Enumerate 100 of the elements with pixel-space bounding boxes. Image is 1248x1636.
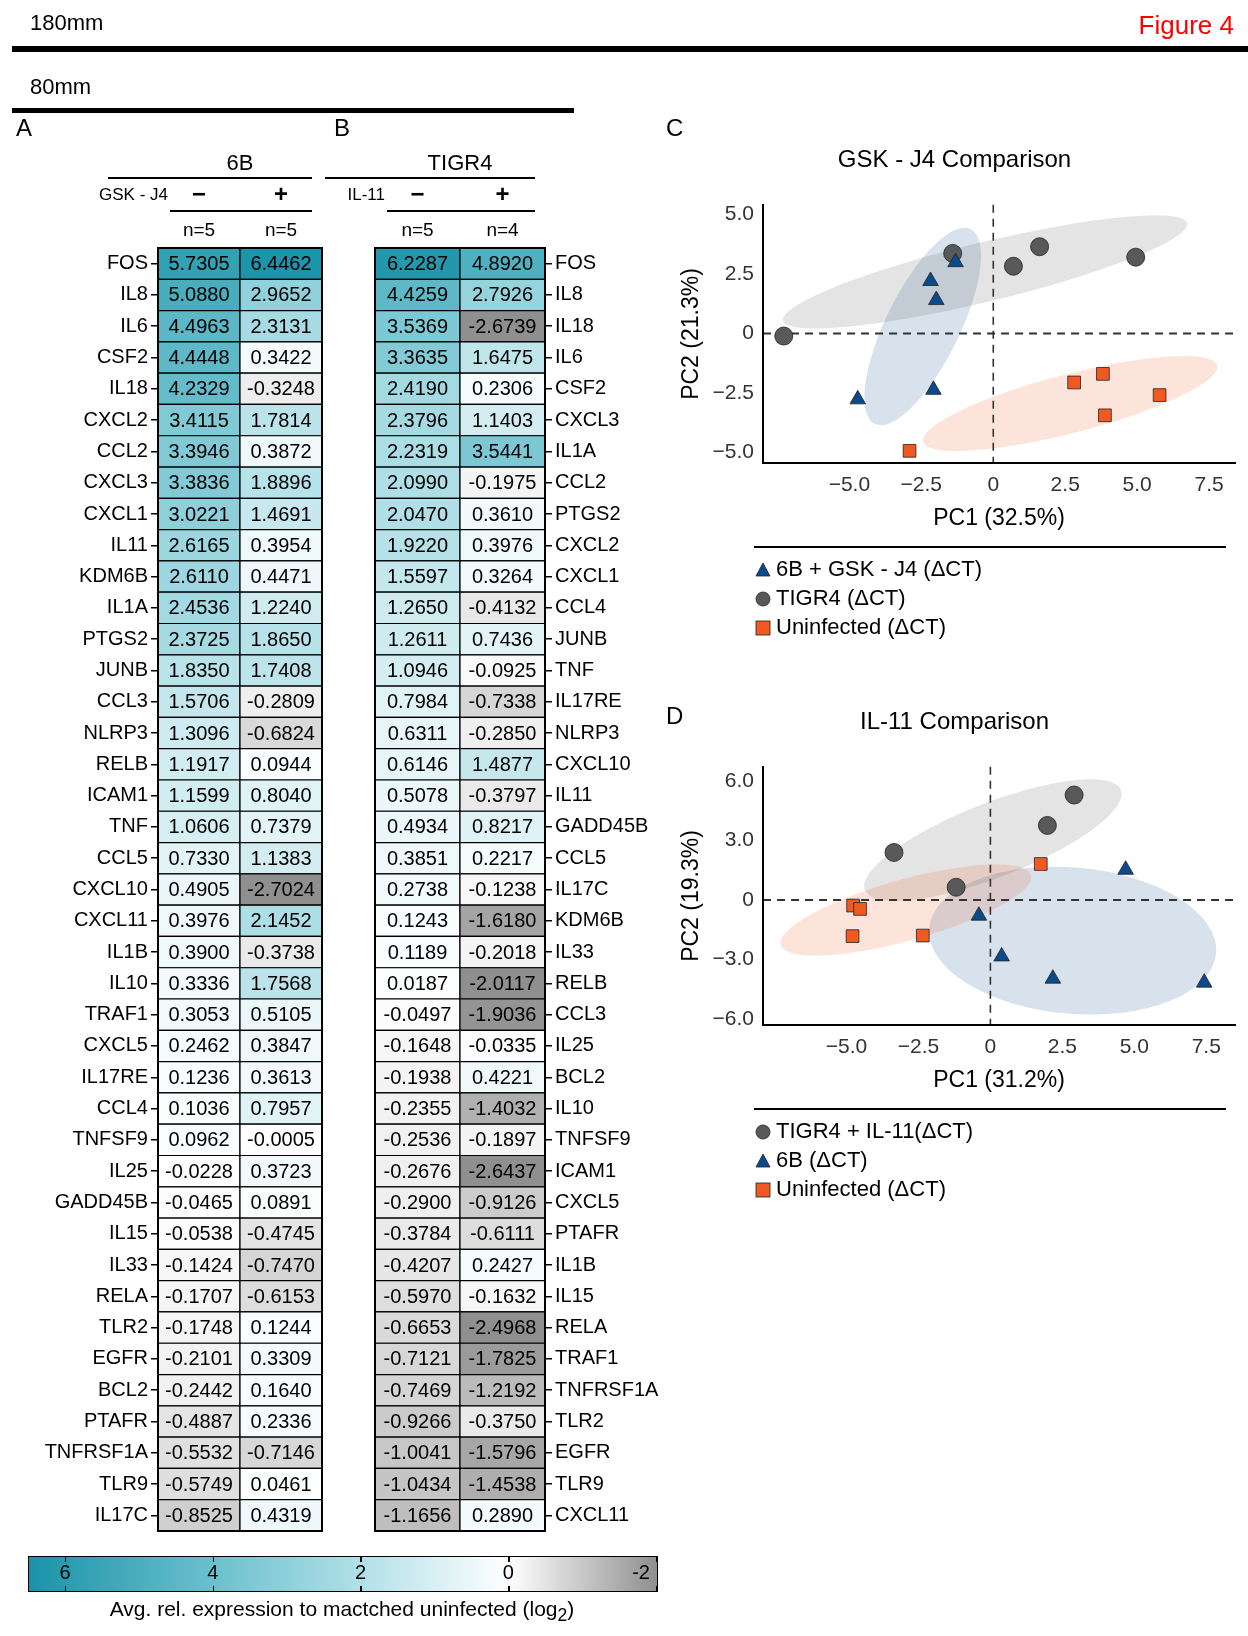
y-tick-label: IL11 [555, 783, 593, 806]
y-tick-label: IL33 [109, 1252, 148, 1275]
x-axis-title: PC1 (32.5%) [933, 503, 1065, 530]
y-tick-label: CXCL2 [83, 407, 148, 430]
data-label: 3.4115 [169, 408, 229, 431]
data-label: -1.6180 [468, 909, 537, 932]
data-label: -1.0434 [383, 1472, 452, 1495]
data-label: 1.8896 [250, 471, 312, 494]
y-tick-label: CCL4 [96, 1096, 148, 1119]
y-tick-label: CXCL3 [555, 407, 620, 430]
data-label: -0.1238 [468, 878, 537, 901]
data-label: -0.7338 [468, 690, 537, 713]
text: 80mm [30, 74, 92, 100]
y-tick-label: CXCL5 [555, 1189, 620, 1212]
data-label: 0.3613 [250, 1065, 312, 1088]
x-axis-title: PC1 (31.2%) [933, 1065, 1065, 1092]
data-label: 0.3954 [250, 533, 312, 556]
x-tick-label: 2.5 [1047, 1033, 1077, 1057]
x-tick-label: −2.5 [897, 1033, 940, 1057]
y-tick-label: IL17C [555, 877, 609, 900]
data-label: 1.7568 [250, 971, 312, 994]
legend-label: TIGR4 + IL-11(ΔCT) [776, 1118, 974, 1143]
data-label: -1.7825 [468, 1347, 537, 1370]
legend-label: 6B + GSK - J4 (ΔCT) [776, 556, 983, 581]
text: D [666, 702, 684, 730]
chart-title: IL-11 Comparison [860, 707, 1049, 735]
data-label: -0.6153 [247, 1284, 315, 1307]
data-label: 0.1243 [386, 909, 449, 932]
data-label: 0.1640 [250, 1378, 312, 1401]
data-label: -0.2850 [468, 721, 537, 744]
data-label: 0.3309 [250, 1347, 312, 1370]
y-tick-label: ICAM1 [86, 783, 148, 806]
data-label: -0.0465 [165, 1190, 233, 1213]
data-label: -0.7470 [247, 1253, 315, 1276]
data-label: -0.9126 [468, 1190, 537, 1213]
y-tick-label: CCL3 [96, 689, 148, 712]
data-label: 2.7926 [471, 283, 534, 306]
color-bar-title: Avg. rel. expression to mactched uninfected (log$_{2}$) [108, 1596, 576, 1628]
y-tick-label: NLRP3 [83, 720, 148, 743]
y-tick-label: PTAFR [83, 1408, 148, 1431]
data-label: 0.7957 [250, 1097, 312, 1120]
y-tick-label: −5.0 [712, 439, 755, 463]
data-label: -1.2192 [468, 1378, 537, 1401]
data-label: 2.9652 [250, 283, 312, 306]
data-label: -0.0005 [247, 1128, 315, 1151]
y-tick-label: CXCL5 [83, 1033, 148, 1056]
x-axis-title: IL-11 [347, 184, 385, 204]
y-tick-label: IL11 [110, 532, 148, 555]
y-tick-label: 6.0 [724, 767, 755, 791]
y-tick-label: GADD45B [555, 814, 649, 837]
data-label: -0.9266 [383, 1409, 452, 1432]
y-tick-label: TLR9 [555, 1471, 604, 1494]
legend-label: TIGR4 (ΔCT) [776, 585, 906, 610]
data-label: 0.4905 [168, 878, 230, 901]
data-label: -1.0041 [383, 1441, 452, 1464]
y-tick-label: IL25 [109, 1158, 148, 1181]
data-label: -0.2355 [383, 1097, 452, 1120]
data-label: 3.3635 [386, 346, 449, 369]
data-label: 0.0891 [250, 1190, 312, 1213]
y-tick-label: PTGS2 [555, 501, 621, 524]
y-tick-label: CSF2 [555, 376, 607, 399]
data-label: -0.6653 [383, 1316, 452, 1339]
data-label: 0.3422 [250, 346, 312, 369]
y-tick-label: EGFR [555, 1440, 611, 1463]
y-tick-label: BCL2 [97, 1377, 148, 1400]
data-label: 0.3976 [168, 909, 230, 932]
y-tick-label: TLR2 [99, 1315, 148, 1338]
y-tick-label: ICAM1 [555, 1158, 617, 1181]
data-label: 2.4536 [168, 596, 230, 619]
x-tick-label: + [495, 179, 510, 207]
data-label: 0.7330 [168, 846, 230, 869]
data-label: -0.1748 [165, 1316, 233, 1339]
y-tick-label: PTGS2 [82, 626, 148, 649]
data-label: 4.4259 [386, 283, 449, 306]
data-label: 1.8350 [168, 658, 230, 681]
data-label: 1.1599 [168, 784, 230, 807]
data-label: 5.7305 [168, 252, 230, 275]
data-label: 0.3976 [471, 533, 534, 556]
data-label: 0.6311 [387, 721, 448, 744]
y-tick-label: JUNB [95, 657, 148, 680]
x-tick-label: 0 [984, 1033, 997, 1057]
data-label: 1.2611 [387, 627, 448, 650]
y-tick-label: TNF [555, 657, 594, 680]
data-label: -2.4968 [468, 1316, 537, 1339]
data-label: -0.2018 [468, 940, 537, 963]
y-tick-label: GADD45B [54, 1189, 148, 1212]
data-label: 0.0187 [386, 971, 449, 994]
data-label: 0.3723 [250, 1159, 312, 1182]
data-label: -0.1424 [165, 1253, 233, 1276]
x-axis-title: GSK - J4 [99, 184, 168, 204]
y-tick-label: IL8 [120, 282, 148, 305]
data-label: 1.3096 [168, 721, 230, 744]
data-label: -0.4745 [247, 1222, 315, 1245]
y-tick-label: CXCL11 [555, 1502, 630, 1525]
chart-title: TIGR4 [427, 150, 493, 175]
data-label: -0.2536 [383, 1128, 452, 1151]
text: 180mm [30, 10, 104, 36]
chart-title: 6B [226, 150, 254, 175]
data-label: 2.3131 [250, 314, 312, 337]
data-label: 3.3836 [168, 471, 230, 494]
